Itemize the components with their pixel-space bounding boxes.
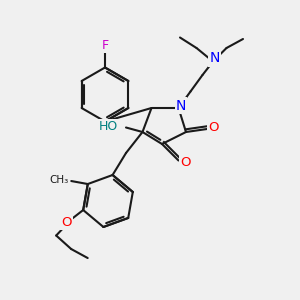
Text: F: F [101,39,109,52]
Text: N: N [176,99,186,112]
Text: O: O [208,121,219,134]
Text: N: N [209,52,220,65]
Text: HO: HO [99,119,119,133]
Text: CH₃: CH₃ [50,176,69,185]
Text: O: O [180,156,190,170]
Text: O: O [61,215,72,229]
